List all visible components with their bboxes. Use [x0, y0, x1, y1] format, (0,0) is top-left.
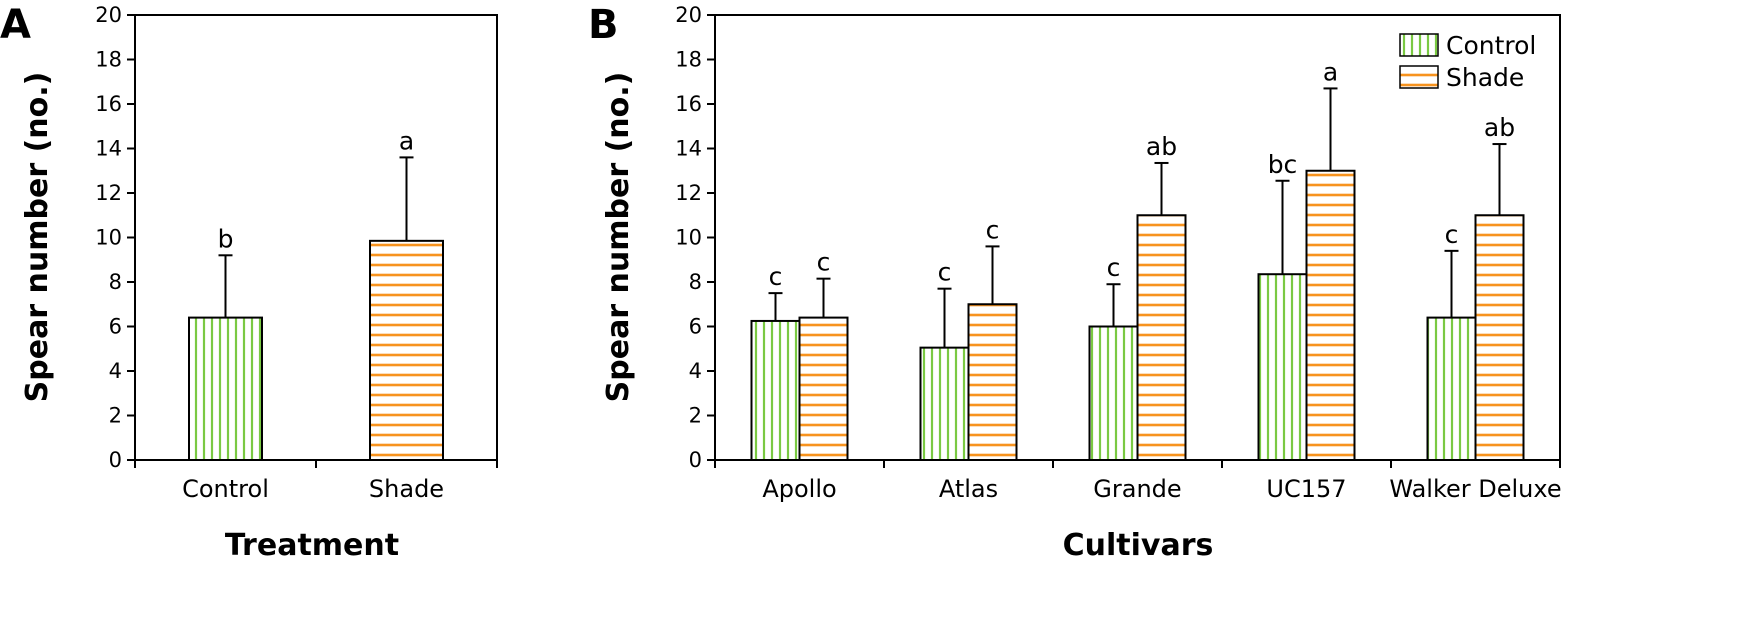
x-tick-label-b: Walker Deluxe: [1389, 475, 1561, 503]
bar-b: [967, 303, 1018, 461]
x-tick-label-b: UC157: [1266, 475, 1346, 503]
y-tick-label-a: 12: [95, 181, 122, 205]
y-tick-label-b: 16: [675, 92, 702, 116]
x-axis-title-b: Cultivars: [1063, 528, 1214, 563]
x-tick-label-a: Control: [182, 475, 269, 503]
legend-label-control: Control: [1446, 31, 1536, 60]
significance-letter-a: b: [218, 224, 234, 253]
y-tick-label-a: 8: [109, 270, 122, 294]
significance-letter-b: a: [1323, 57, 1338, 86]
significance-letter-b: c: [769, 262, 783, 291]
y-tick-label-a: 10: [95, 226, 122, 250]
bar-b: [1305, 169, 1356, 461]
bar-b: [1136, 214, 1187, 461]
panel-a-plot-area: 0 2 4 6 8 10 12 14 16 18 20 Control Shade b a: [95, 3, 498, 503]
legend-label-shade: Shade: [1446, 63, 1524, 92]
significance-letter-b: bc: [1268, 150, 1298, 179]
y-tick-label-a: 4: [109, 359, 122, 383]
x-axis-title-a: Treatment: [225, 528, 399, 563]
y-axis-title-a: Spear number (no.): [20, 72, 55, 403]
bar-b: [750, 319, 801, 461]
legend: Control Shade: [1399, 31, 1536, 92]
y-tick-label-a: 16: [95, 92, 122, 116]
significance-letter-a: a: [399, 126, 414, 155]
panel-b: B 0 2 4 6 8 10 12 14 16 18 20 Apollo Atlas Grande UC15…: [588, 2, 1562, 563]
y-tick-label-a: 20: [95, 3, 122, 27]
bar-b: [1474, 214, 1525, 461]
y-tick-label-b: 18: [675, 48, 702, 72]
y-tick-label-a: 2: [109, 404, 122, 428]
y-tick-label-a: 14: [95, 137, 122, 161]
y-tick-label-b: 20: [675, 3, 702, 27]
y-tick-label-b: 6: [689, 315, 702, 339]
y-tick-label-b: 12: [675, 181, 702, 205]
significance-letter-b: c: [1445, 220, 1459, 249]
significance-letter-b: c: [1107, 253, 1121, 282]
y-tick-label-b: 0: [689, 448, 702, 472]
bar-b: [798, 316, 849, 461]
y-tick-label-b: 10: [675, 226, 702, 250]
panel-a: A 0 2 4 6 8 10 12 14 16 18 20 Control Shade b a Treatm…: [0, 2, 498, 563]
x-tick-label-b: Apollo: [762, 475, 836, 503]
bar-b: [1257, 273, 1308, 461]
legend-swatch-shade: [1399, 65, 1439, 89]
legend-swatch-control: [1399, 33, 1439, 57]
bar-b: [1426, 316, 1477, 461]
y-tick-label-a: 6: [109, 315, 122, 339]
significance-letter-b: c: [817, 248, 831, 277]
y-tick-label-a: 18: [95, 48, 122, 72]
bar-b: [1088, 325, 1139, 461]
y-tick-label-b: 4: [689, 359, 702, 383]
bar-b: [919, 346, 970, 462]
y-tick-label-a: 0: [109, 448, 122, 472]
significance-letter-b: ab: [1484, 113, 1515, 142]
y-tick-label-b: 8: [689, 270, 702, 294]
legend-item-shade: Shade: [1399, 63, 1524, 92]
bar-a: [369, 239, 444, 461]
x-tick-label-a: Shade: [369, 475, 444, 503]
significance-letter-b: ab: [1146, 132, 1177, 161]
x-tick-label-b: Atlas: [939, 475, 998, 503]
y-axis-title-b: Spear number (no.): [601, 72, 636, 403]
significance-letter-b: c: [986, 215, 1000, 244]
legend-item-control: Control: [1399, 31, 1536, 60]
x-tick-label-b: Grande: [1093, 475, 1181, 503]
panel-label-b: B: [588, 2, 619, 48]
panel-label-a: A: [0, 2, 31, 48]
significance-letter-b: c: [938, 258, 952, 287]
bar-a: [188, 316, 263, 461]
y-tick-label-b: 2: [689, 404, 702, 428]
y-tick-label-b: 14: [675, 137, 702, 161]
panel-b-plot-area: 0 2 4 6 8 10 12 14 16 18 20 Apollo Atlas Grande UC157 W…: [675, 3, 1561, 503]
